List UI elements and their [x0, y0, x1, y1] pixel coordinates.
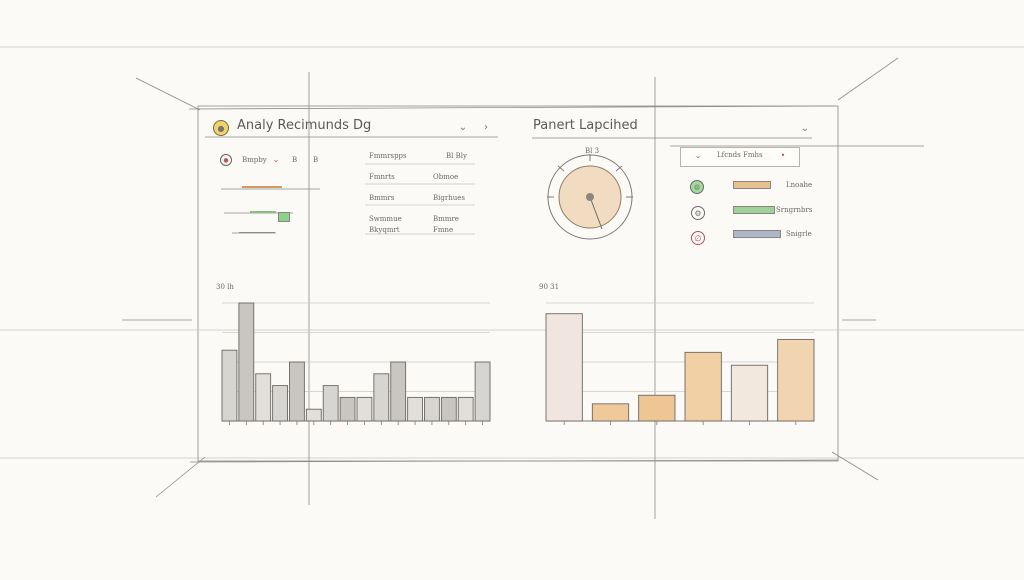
gauge-label: Bl 3 [585, 147, 600, 155]
bar [255, 373, 272, 422]
legend-swatch-3 [733, 230, 781, 238]
bar [289, 361, 305, 422]
bar [322, 385, 339, 422]
bar [684, 351, 722, 422]
legend-label-3: Snigrle [786, 230, 812, 238]
bar [730, 364, 769, 422]
legend-label-1: Lnoahe [786, 181, 813, 189]
legend-label-2: Srngrnbrs [776, 206, 813, 214]
gauge-tick [615, 165, 623, 172]
table-row-3-col-1: Swmmue Bkyqmrt [369, 215, 402, 234]
bar [545, 313, 583, 422]
arrow-right-icon[interactable]: › [484, 121, 488, 133]
coin-icon: ● [213, 120, 229, 136]
chevron-down-icon[interactable]: ⌄ [458, 121, 468, 133]
bar [339, 396, 356, 422]
dropdown-chevron-icon[interactable]: ⌄ [272, 154, 280, 164]
legend-swatch-2 [733, 206, 775, 214]
left-bar-chart [221, 302, 491, 425]
panel-title-left: Analy Recimunds Dg [237, 118, 372, 133]
table-header-2: Bl Bly [446, 152, 467, 160]
left-chart-label: 30 lh [216, 283, 234, 291]
panel-title-right: Panert Lapcihed [533, 118, 638, 133]
bar [457, 396, 474, 422]
slider-thumb[interactable] [278, 212, 290, 222]
right-chart-label: 90 31 [539, 283, 560, 291]
table-row-2-col-1: Bmmrs [369, 194, 395, 202]
legend-dropdown[interactable] [680, 147, 800, 167]
bar [238, 302, 255, 422]
slider-fill-2[interactable] [250, 211, 276, 213]
legend-header: Lfcnds Fmhs [717, 151, 763, 159]
right-bar-chart [545, 302, 815, 425]
chevron-down-icon[interactable]: ⌄ [800, 122, 810, 134]
bar [305, 408, 322, 422]
gauge [547, 154, 633, 240]
bar [777, 339, 815, 422]
legend-swatch-1 [733, 181, 771, 189]
slider-fill-1[interactable] [242, 186, 282, 188]
gear-icon: ⚙ [691, 206, 705, 220]
leaf-icon: ◍ [690, 180, 704, 194]
table-header-1: Fmmrspps [369, 152, 407, 160]
toggle-b[interactable]: B [313, 156, 319, 164]
bar [407, 396, 423, 422]
gauge-needle [589, 196, 603, 230]
bar [424, 396, 440, 422]
gauge-hub [586, 193, 594, 201]
bar [591, 403, 630, 422]
table-row-1-col-2: Obmoe [433, 173, 459, 181]
dropdown-dot-icon: • [780, 150, 786, 160]
bar [440, 396, 457, 422]
bar [356, 396, 373, 422]
warning-icon: ∅ [691, 231, 705, 245]
radio-icon[interactable]: ● [220, 154, 232, 166]
bar [638, 394, 676, 422]
bar [221, 349, 238, 422]
table-row-1-col-1: Fmnrts [369, 173, 395, 181]
gauge-tick [557, 165, 565, 172]
slider-fill-3[interactable] [239, 232, 275, 233]
toggle-a[interactable]: B [292, 156, 298, 164]
bar [474, 361, 491, 422]
bar [373, 373, 390, 422]
table-row-3-col-2: Bmmre Fmne [433, 215, 459, 234]
chevron-down-icon[interactable]: ⌄ [694, 150, 702, 160]
filter-label: Bmpby [242, 156, 267, 164]
table-row-2-col-2: Bigrhues [433, 194, 465, 202]
bar [390, 361, 407, 422]
bar [272, 385, 288, 422]
